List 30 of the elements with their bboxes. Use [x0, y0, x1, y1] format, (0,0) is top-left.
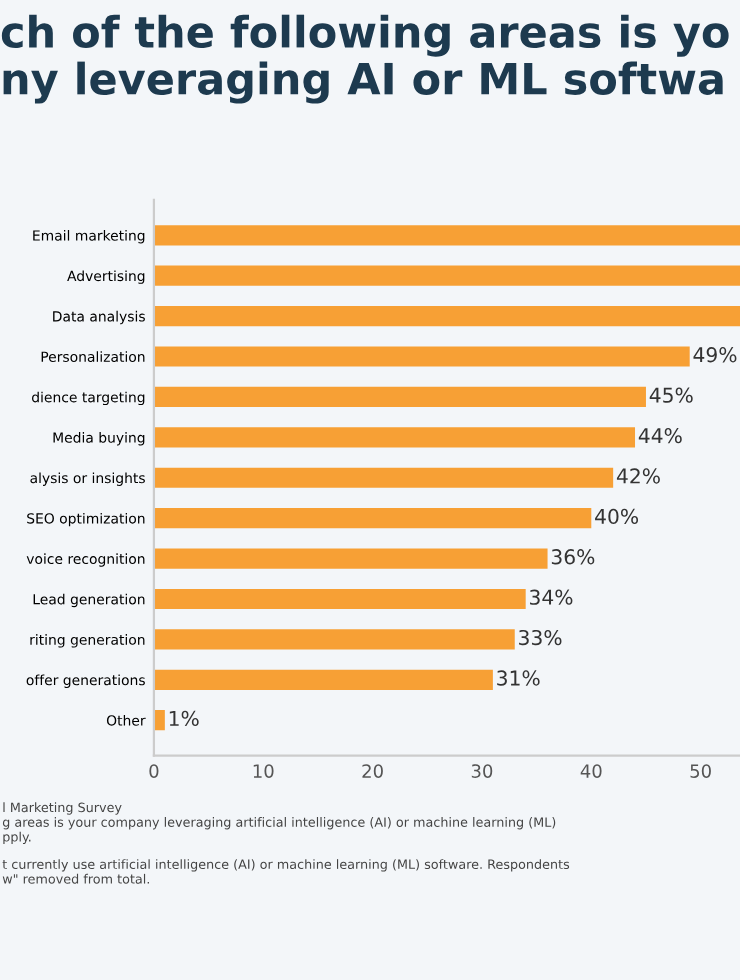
x-tick-label: 30 [471, 764, 493, 778]
data-label: 40% [595, 508, 639, 525]
data-label: 1% [169, 710, 199, 727]
x-tick-label: 10 [253, 764, 274, 778]
bar [153, 588, 526, 610]
bar [153, 508, 592, 529]
bar [153, 669, 493, 690]
x-tick-label: 50 [690, 764, 711, 778]
x-tick-label: 20 [362, 764, 383, 778]
bar [153, 225, 740, 246]
chart-title: ch of the following areas is yo ny leveraging AI or ML softwa [1, 14, 729, 104]
data-label: 42% [616, 468, 660, 484]
data-label: 31% [497, 670, 540, 686]
data-label: 33% [519, 629, 562, 646]
x-tick-label: 40 [580, 764, 602, 778]
bar [153, 386, 646, 408]
bar [153, 306, 740, 327]
bar [153, 427, 636, 448]
bar [153, 629, 515, 650]
data-label: 34% [530, 589, 573, 605]
x-tick-label: 0 [149, 764, 159, 778]
bar [153, 265, 740, 286]
data-label: 36% [551, 549, 595, 565]
bar [153, 548, 548, 569]
data-label: 45% [649, 387, 693, 403]
bar [153, 346, 690, 367]
data-label: 49% [693, 347, 737, 363]
data-label: 44% [638, 427, 682, 444]
bar [153, 710, 165, 731]
bar [153, 467, 614, 488]
